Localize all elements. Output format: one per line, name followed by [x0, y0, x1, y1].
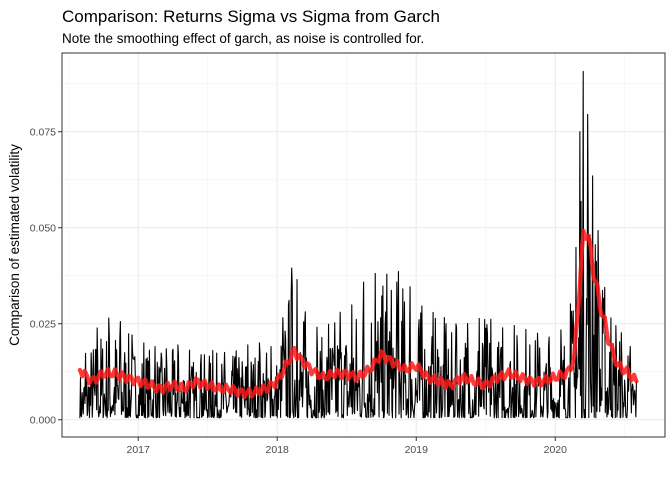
chart-title: Comparison: Returns Sigma vs Sigma from … — [62, 7, 440, 26]
x-tick-label: 2019 — [405, 444, 429, 456]
chart-subtitle: Note the smoothing effect of garch, as n… — [62, 31, 424, 46]
garch-sigma-line — [77, 228, 639, 400]
plot-border — [61, 52, 666, 438]
x-tick-label: 2018 — [266, 444, 290, 456]
x-tick-label: 2017 — [127, 444, 151, 456]
series-layer — [77, 70, 639, 419]
y-tick-label: 0.000 — [30, 414, 56, 426]
y-tick-label: 0.050 — [30, 222, 56, 234]
y-tick-label: 0.075 — [30, 126, 56, 138]
y-axis-title: Comparison of estimated volatility — [7, 144, 22, 346]
x-tick-label: 2020 — [544, 444, 568, 456]
axes: 0.000 0.025 0.050 0.075 2017 2018 2019 2020 — [30, 126, 567, 456]
returns-sigma-line — [79, 70, 637, 419]
y-tick-label: 0.025 — [30, 318, 56, 330]
